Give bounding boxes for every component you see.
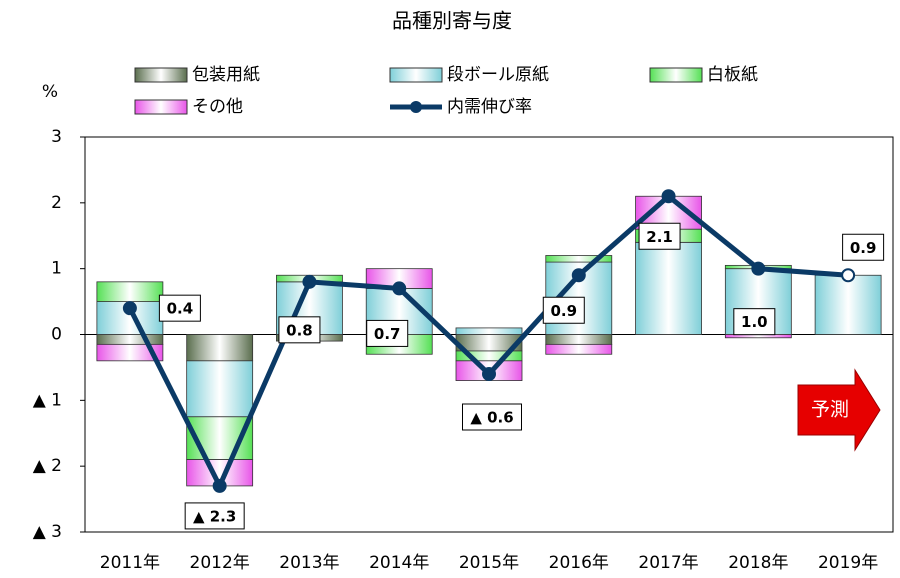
line-marker xyxy=(122,301,137,316)
line-marker xyxy=(302,274,317,289)
x-tick-label: 2018年 xyxy=(728,553,788,573)
forecast-arrow: 予測 xyxy=(797,368,881,452)
legend-swatch xyxy=(134,99,188,115)
legend-swatch xyxy=(649,67,703,83)
value-label-box xyxy=(158,294,201,322)
y-tick-label: 2 xyxy=(51,193,62,213)
value-label-box xyxy=(638,222,681,250)
line-marker xyxy=(392,281,407,296)
line-marker xyxy=(212,478,227,493)
y-axis-label: % xyxy=(42,82,58,102)
x-tick-label: 2011年 xyxy=(100,553,160,573)
bar-segment xyxy=(455,327,523,335)
bar-segment xyxy=(96,281,164,302)
chart-title: 品種別寄与度 xyxy=(392,9,512,33)
y-tick-label: 3 xyxy=(51,127,62,147)
annotation: 予測 xyxy=(811,399,849,421)
x-tick-label: 2017年 xyxy=(638,553,698,573)
legend-label: 内需伸び率 xyxy=(447,97,532,117)
value-label-box xyxy=(842,233,885,261)
x-tick-label: 2016年 xyxy=(549,553,609,573)
bar-segment xyxy=(545,255,613,263)
x-tick-label: 2012年 xyxy=(190,553,250,573)
value-label: 0.7 xyxy=(374,325,401,343)
value-label: 1.0 xyxy=(741,313,768,331)
value-label: 0.4 xyxy=(167,300,194,318)
value-label: ▲ 2.3 xyxy=(193,507,236,525)
value-label: 0.9 xyxy=(850,239,877,257)
y-tick-label: ▲ 1 xyxy=(33,390,62,410)
value-label-box xyxy=(184,502,245,530)
legend-label: 白板紙 xyxy=(707,65,758,85)
legend-swatch xyxy=(134,67,188,83)
x-tick-label: 2014年 xyxy=(369,553,429,573)
value-label: 0.9 xyxy=(550,302,577,320)
legend-swatch xyxy=(389,67,443,83)
value-label-box xyxy=(733,308,776,336)
x-tick-label: 2019年 xyxy=(818,553,878,573)
bar-segment xyxy=(96,334,164,345)
y-tick-label: ▲ 2 xyxy=(33,456,62,476)
bar-segment xyxy=(96,343,164,362)
line-marker xyxy=(751,261,766,276)
line-marker xyxy=(571,268,586,283)
bar-segment xyxy=(814,274,882,335)
y-tick-label: 1 xyxy=(51,259,62,279)
value-label: 0.8 xyxy=(286,321,313,339)
value-label: ▲ 0.6 xyxy=(470,409,513,427)
y-tick-label: 0 xyxy=(51,325,62,345)
value-label-box xyxy=(462,403,522,431)
value-label-box xyxy=(278,316,321,344)
value-label-box xyxy=(366,319,409,347)
line-marker xyxy=(841,268,856,283)
value-label: 2.1 xyxy=(646,228,673,246)
legend-label: 包装用紙 xyxy=(192,65,260,85)
x-tick-label: 2015年 xyxy=(459,553,519,573)
legend-swatch-marker xyxy=(410,101,422,113)
x-tick-label: 2013年 xyxy=(279,553,339,573)
value-label-box xyxy=(542,296,585,324)
legend-label: その他 xyxy=(192,97,243,117)
line-marker xyxy=(661,189,676,204)
legend-label: 段ボール原紙 xyxy=(447,65,549,85)
bar-segment xyxy=(635,241,702,335)
line-marker xyxy=(482,367,496,381)
bar-segment xyxy=(545,334,613,345)
bar-segment xyxy=(186,334,254,362)
y-tick-label: ▲ 3 xyxy=(33,522,62,542)
bar-segment xyxy=(545,343,613,355)
bar-segment xyxy=(186,360,254,418)
